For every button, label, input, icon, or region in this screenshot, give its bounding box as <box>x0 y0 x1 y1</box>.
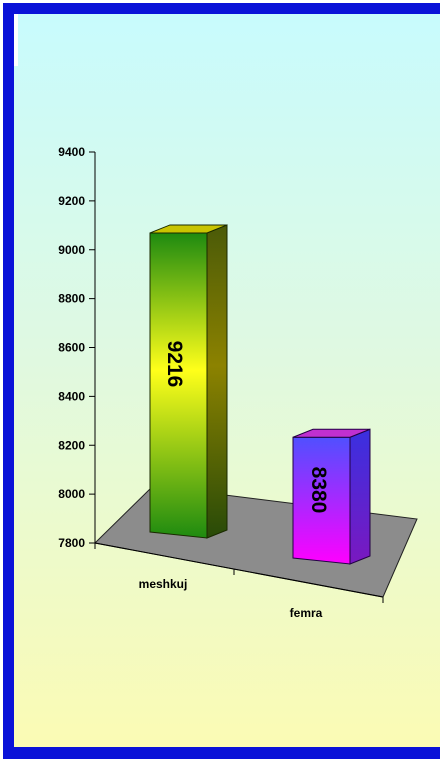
y-tick-label: 8800 <box>58 292 85 306</box>
bar-meshkuj <box>149 224 228 539</box>
category-label-meshkuj: meshkuj <box>139 577 188 591</box>
y-tick-label: 9200 <box>58 194 85 208</box>
bar-femra <box>292 428 371 565</box>
panel-corner <box>14 14 18 66</box>
y-tick-label: 8600 <box>58 341 85 355</box>
y-tick-label: 9400 <box>58 145 85 159</box>
bar-femra-side <box>349 428 371 565</box>
bar-femra-top <box>292 428 371 438</box>
y-tick-label: 8400 <box>58 389 85 403</box>
data-label-meshkuj: 9216 <box>163 341 186 388</box>
bar-meshkuj-top <box>149 224 228 234</box>
y-tick-label: 8200 <box>58 438 85 452</box>
data-label-femra: 8380 <box>307 467 330 514</box>
bar-meshkuj-side <box>206 224 228 539</box>
y-tick-label: 7800 <box>58 536 85 550</box>
x-axis-line <box>94 542 384 598</box>
category-label-femra: femra <box>290 606 323 620</box>
y-tick-label: 9000 <box>58 243 85 257</box>
y-tick-label: 8000 <box>58 487 85 501</box>
